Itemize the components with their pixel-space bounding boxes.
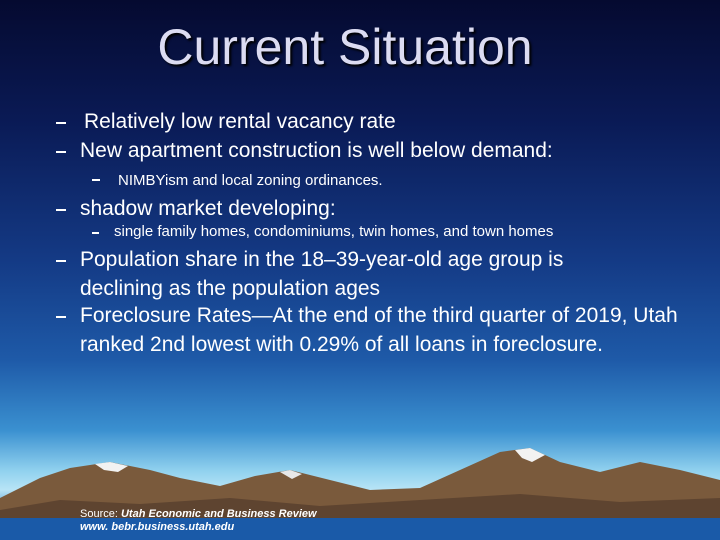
slide-title: Current Situation	[157, 19, 533, 75]
snow	[95, 462, 128, 472]
lake	[0, 518, 720, 540]
bullet-dash	[56, 122, 66, 124]
bullet-dash	[56, 209, 66, 211]
bullet-dash	[56, 260, 66, 262]
bullet: Foreclosure Rates—At the end of the thir…	[80, 304, 678, 356]
bullet-dash	[92, 179, 100, 181]
bullet-dash	[92, 232, 99, 234]
sub-bullet: NIMBYism and local zoning ordinances.	[118, 172, 383, 189]
bullet: Relatively low rental vacancy rate	[84, 110, 396, 133]
bullet: shadow market developing:	[80, 197, 336, 220]
source-url: www. bebr.business.utah.edu	[80, 521, 235, 533]
snow	[515, 448, 545, 462]
foothills	[0, 494, 720, 520]
sub-bullet: single family homes, condominiums, twin …	[114, 223, 554, 240]
source-label: Source:	[80, 508, 118, 520]
bullet: New apartment construction is well below…	[80, 139, 553, 162]
source: Source: Utah Economic and Business Revie…	[80, 508, 317, 534]
source-publication: Utah Economic and Business Review	[120, 508, 317, 520]
snow	[280, 470, 302, 479]
bullet-dash	[56, 151, 66, 153]
bullet: Population share in the 18–39-year-old a…	[80, 248, 564, 300]
bullet-dash	[56, 316, 66, 318]
